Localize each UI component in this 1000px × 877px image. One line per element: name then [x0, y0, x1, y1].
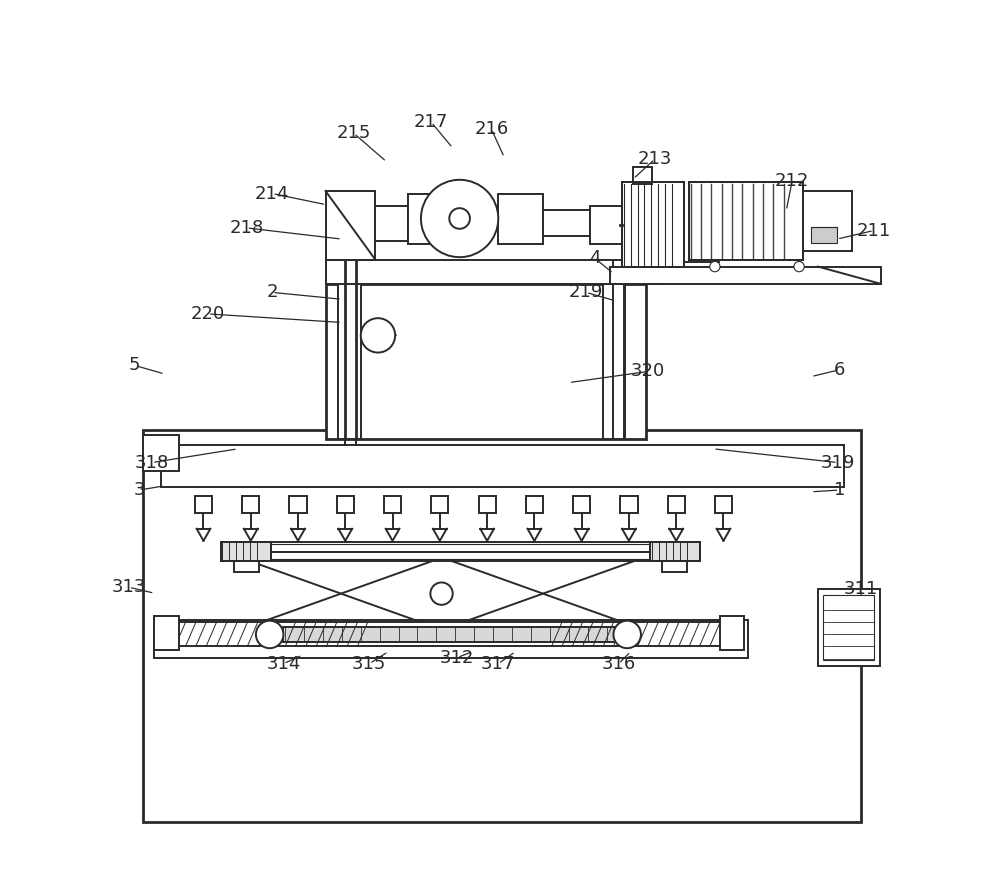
Bar	[715, 496, 732, 513]
Text: 212: 212	[775, 172, 809, 189]
Text: 317: 317	[481, 654, 515, 673]
Bar	[326, 191, 375, 260]
Circle shape	[449, 208, 470, 229]
Text: 211: 211	[857, 222, 891, 239]
Text: 217: 217	[414, 113, 448, 132]
Text: 318: 318	[135, 453, 169, 472]
Bar	[668, 496, 685, 513]
Bar	[620, 496, 638, 513]
Bar	[818, 589, 880, 667]
Text: 219: 219	[569, 283, 603, 302]
Bar	[143, 430, 861, 822]
Bar	[337, 496, 354, 513]
Circle shape	[361, 318, 395, 353]
Bar	[633, 167, 652, 184]
Bar	[154, 616, 179, 650]
Bar	[662, 561, 687, 572]
Bar	[375, 206, 408, 241]
Bar	[408, 195, 442, 245]
Bar	[221, 542, 271, 561]
Bar	[338, 243, 361, 438]
Bar	[431, 496, 448, 513]
Circle shape	[421, 180, 498, 257]
Text: 220: 220	[191, 305, 225, 323]
Bar	[622, 182, 684, 267]
Bar	[689, 182, 803, 260]
Bar	[221, 542, 700, 561]
Bar	[234, 561, 259, 572]
Text: 3: 3	[133, 481, 145, 499]
Bar	[173, 623, 723, 646]
Bar	[573, 496, 590, 513]
Bar	[498, 195, 543, 245]
Text: 319: 319	[821, 453, 855, 472]
Text: 213: 213	[638, 150, 672, 168]
Text: 218: 218	[229, 219, 264, 237]
Bar	[143, 435, 179, 471]
Circle shape	[256, 621, 283, 648]
Bar	[326, 284, 646, 438]
Text: 215: 215	[337, 125, 371, 142]
Text: 6: 6	[834, 360, 845, 379]
Text: 312: 312	[440, 649, 474, 667]
Text: 320: 320	[631, 362, 665, 381]
Circle shape	[710, 261, 720, 272]
Text: 313: 313	[112, 578, 146, 596]
Bar	[221, 542, 271, 561]
Bar	[823, 595, 874, 660]
Text: 314: 314	[266, 654, 301, 673]
Bar	[803, 191, 852, 251]
Bar	[195, 496, 212, 513]
Bar	[526, 496, 543, 513]
Circle shape	[430, 582, 453, 605]
Bar	[283, 627, 627, 642]
Bar	[479, 496, 496, 513]
Bar	[689, 182, 803, 260]
Bar	[622, 182, 684, 267]
Text: 316: 316	[601, 654, 636, 673]
Text: 311: 311	[844, 580, 878, 598]
Bar	[650, 542, 700, 561]
Bar	[543, 210, 590, 236]
Text: 214: 214	[255, 184, 289, 203]
Bar	[603, 275, 625, 438]
Bar	[154, 620, 748, 658]
Text: 5: 5	[129, 356, 140, 374]
Bar	[326, 260, 662, 284]
Bar	[720, 616, 744, 650]
Text: 216: 216	[474, 120, 509, 138]
Bar	[384, 496, 401, 513]
Bar	[289, 496, 307, 513]
Bar	[161, 446, 844, 487]
Text: 1: 1	[834, 481, 845, 499]
Bar	[590, 205, 623, 245]
Text: 2: 2	[266, 283, 278, 302]
Circle shape	[794, 261, 804, 272]
Bar	[610, 267, 881, 284]
Bar	[811, 227, 837, 243]
Bar	[242, 496, 259, 513]
Circle shape	[613, 621, 641, 648]
Text: 315: 315	[352, 654, 387, 673]
Bar	[650, 542, 700, 561]
Text: 4: 4	[589, 249, 600, 267]
